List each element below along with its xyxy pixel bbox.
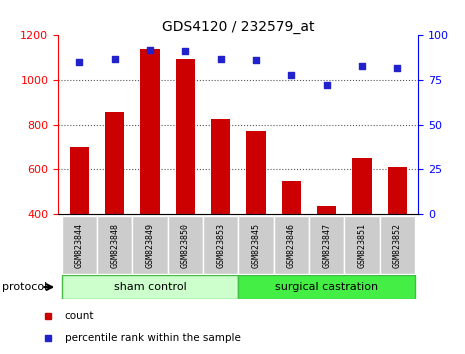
- Point: [217, 56, 225, 62]
- Text: sham control: sham control: [113, 282, 186, 292]
- Point: [287, 72, 295, 78]
- Bar: [388, 167, 407, 214]
- Title: GDS4120 / 232579_at: GDS4120 / 232579_at: [162, 21, 314, 34]
- Point: [323, 82, 330, 88]
- Point: [393, 65, 401, 70]
- Text: GSM823852: GSM823852: [393, 223, 402, 268]
- Bar: [273, 216, 309, 274]
- Text: GSM823848: GSM823848: [110, 223, 119, 268]
- Point: [146, 47, 154, 52]
- Bar: [168, 216, 203, 274]
- Text: GSM823846: GSM823846: [287, 223, 296, 268]
- Text: GSM823851: GSM823851: [358, 223, 366, 268]
- Bar: [379, 216, 415, 274]
- Text: GSM823847: GSM823847: [322, 223, 331, 268]
- Point: [252, 58, 259, 63]
- Bar: [211, 119, 230, 214]
- Bar: [239, 216, 273, 274]
- Text: surgical castration: surgical castration: [275, 282, 378, 292]
- Bar: [176, 59, 195, 214]
- Point: [76, 59, 83, 65]
- Bar: [309, 216, 344, 274]
- Text: GSM823844: GSM823844: [75, 223, 84, 268]
- Bar: [140, 49, 159, 214]
- Bar: [133, 216, 168, 274]
- Bar: [70, 147, 89, 214]
- Bar: [344, 216, 379, 274]
- Bar: [317, 206, 336, 214]
- Bar: [282, 181, 301, 214]
- Bar: [246, 131, 266, 214]
- Text: GSM823850: GSM823850: [181, 223, 190, 268]
- Text: GSM823845: GSM823845: [252, 223, 260, 268]
- Bar: [203, 216, 239, 274]
- Bar: [97, 216, 133, 274]
- Text: GSM823853: GSM823853: [216, 223, 225, 268]
- Text: count: count: [65, 311, 94, 321]
- Point: [111, 56, 119, 62]
- Point: [182, 48, 189, 54]
- Bar: [105, 113, 124, 214]
- Bar: [62, 216, 97, 274]
- Bar: [352, 158, 372, 214]
- Point: [358, 63, 365, 69]
- Text: percentile rank within the sample: percentile rank within the sample: [65, 333, 240, 343]
- Bar: [239, 275, 415, 299]
- Bar: [62, 275, 239, 299]
- Text: GSM823849: GSM823849: [146, 223, 154, 268]
- Text: protocol: protocol: [2, 282, 47, 292]
